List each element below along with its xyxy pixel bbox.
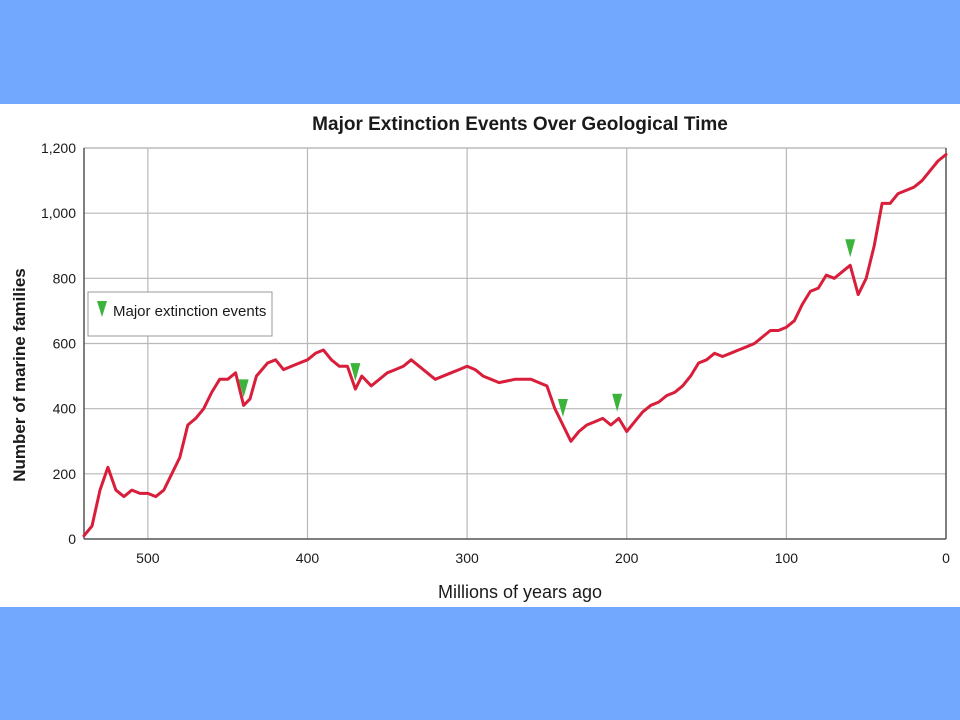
x-axis-label: Millions of years ago bbox=[438, 582, 602, 602]
y-tick-label: 1,200 bbox=[41, 140, 76, 156]
extinction-marker-icon bbox=[557, 398, 568, 417]
x-tick-label: 300 bbox=[455, 550, 479, 566]
legend-box bbox=[87, 291, 273, 337]
legend-label: Major extinction events bbox=[113, 303, 266, 320]
chart-title: Major Extinction Events Over Geological … bbox=[312, 114, 728, 135]
extinction-marker-icon bbox=[238, 379, 249, 398]
legend: Major extinction events bbox=[87, 291, 273, 337]
axes bbox=[83, 147, 947, 540]
y-tick-labels: 0 200 400 600 800 1,000 1,200 bbox=[41, 140, 76, 547]
x-tick-label: 100 bbox=[775, 550, 799, 566]
extinction-marker-icon bbox=[845, 239, 856, 258]
legend-marker-icon bbox=[97, 301, 107, 317]
extinction-markers bbox=[238, 239, 856, 417]
y-tick-label: 400 bbox=[53, 401, 77, 417]
y-axis-label: Number of marine families bbox=[10, 268, 29, 482]
extinction-marker-icon bbox=[350, 363, 361, 382]
y-tick-label: 1,000 bbox=[41, 205, 76, 221]
chart-panel: Major Extinction Events Over Geological … bbox=[0, 104, 960, 607]
x-tick-label: 400 bbox=[296, 550, 320, 566]
y-tick-label: 600 bbox=[53, 336, 77, 352]
grid-lines bbox=[84, 147, 946, 539]
x-tick-label: 0 bbox=[942, 550, 950, 566]
y-tick-label: 0 bbox=[68, 531, 76, 547]
y-tick-label: 800 bbox=[53, 270, 77, 286]
extinction-chart: Major Extinction Events Over Geological … bbox=[10, 114, 950, 602]
marine-families-line bbox=[82, 153, 948, 538]
x-tick-label: 200 bbox=[615, 550, 639, 566]
y-tick-label: 200 bbox=[53, 466, 77, 482]
x-tick-labels: 500 400 300 200 100 0 bbox=[136, 550, 950, 566]
x-tick-label: 500 bbox=[136, 550, 160, 566]
extinction-marker-icon bbox=[612, 393, 623, 412]
